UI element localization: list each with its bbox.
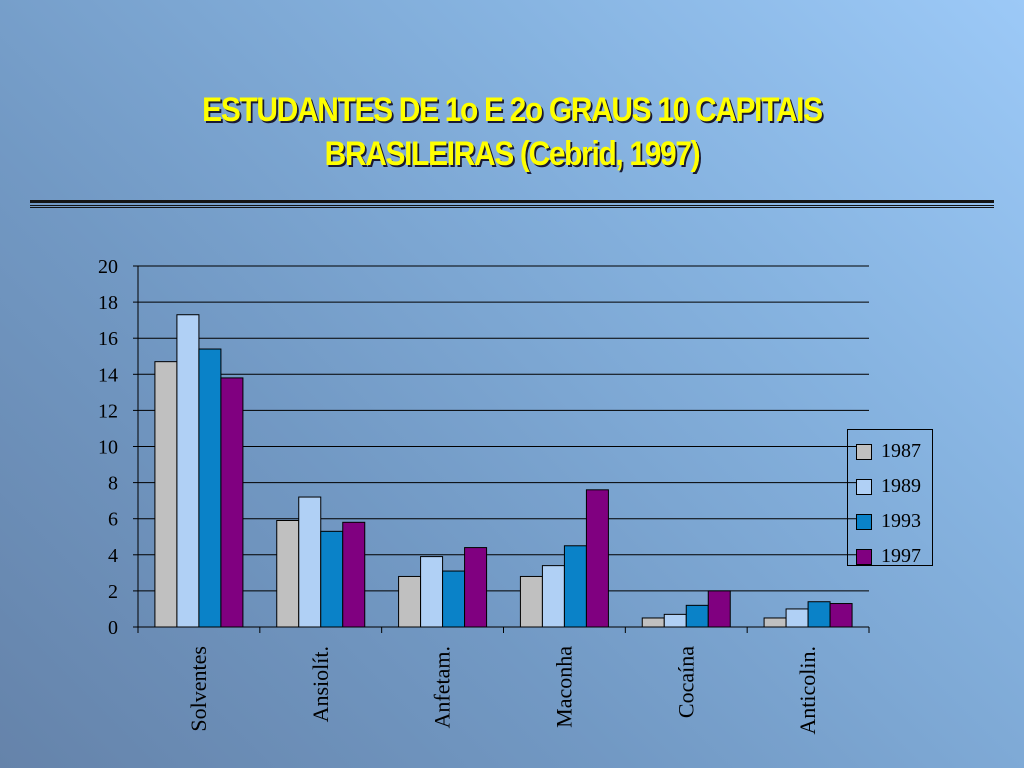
x-category-label: Cocaína	[673, 646, 698, 718]
bar-1987	[154, 361, 178, 628]
legend-item: 1993	[856, 504, 932, 539]
bar-1989	[541, 565, 565, 628]
y-tick-label: 2	[108, 581, 118, 603]
bar-1997	[220, 377, 244, 628]
bar-1997	[829, 603, 853, 628]
bar-1993	[320, 530, 344, 628]
bar-1989	[176, 314, 200, 628]
y-tick-label: 14	[98, 364, 118, 386]
bar-1987	[519, 575, 543, 628]
bar-1987	[398, 575, 422, 628]
legend-item: 1987	[856, 434, 932, 469]
bar-1987	[641, 617, 665, 628]
bar-1989	[420, 556, 444, 628]
y-tick-label: 8	[108, 473, 118, 495]
x-category-label: Ansiolít.	[308, 646, 333, 722]
y-tick-label: 6	[108, 509, 118, 531]
bar-1987	[763, 617, 787, 628]
bar-1993	[563, 545, 587, 628]
legend-swatch	[856, 548, 872, 565]
legend-swatch	[856, 513, 872, 530]
legend-label: 1989	[881, 475, 921, 497]
bar-1987	[276, 520, 300, 628]
legend-swatch	[856, 478, 872, 495]
bar-1993	[198, 348, 222, 628]
y-tick-label: 18	[98, 292, 118, 314]
y-tick-label: 16	[98, 328, 118, 350]
bar-1993	[442, 570, 466, 628]
title-line-1: ESTUDANTES DE 1o E 2o GRAUS 10 CAPITAIS	[202, 91, 823, 129]
bar-1997	[342, 521, 366, 628]
x-category-label: Anticolin.	[795, 646, 820, 735]
y-tick-label: 0	[108, 617, 118, 639]
bar-1997	[707, 590, 731, 628]
y-tick-label: 4	[108, 545, 118, 567]
bar-1993	[685, 604, 709, 628]
title-divider	[30, 200, 994, 209]
y-tick-label: 20	[98, 256, 118, 278]
bar-1989	[785, 608, 809, 628]
legend-label: 1993	[881, 510, 921, 532]
legend-label: 1997	[881, 545, 921, 567]
x-category-label: Anfetam.	[430, 646, 455, 728]
slide-title: ESTUDANTES DE 1o E 2o GRAUS 10 CAPITAIS …	[61, 88, 962, 176]
bar-1989	[298, 496, 322, 628]
x-category-label: Solventes	[186, 646, 211, 732]
legend-item: 1989	[856, 469, 932, 504]
legend-item: 1997	[856, 539, 932, 574]
bar-1997	[464, 547, 488, 628]
bar-1997	[585, 489, 609, 628]
legend-swatch	[856, 443, 872, 460]
title-line-2: BRASILEIRAS (Cebrid, 1997)	[324, 135, 701, 173]
y-tick-label: 12	[98, 400, 118, 422]
chart-legend: 1987 1989 1993 1997	[847, 429, 933, 567]
bar-1989	[663, 613, 687, 628]
y-tick-label: 10	[98, 437, 118, 459]
legend-label: 1987	[881, 440, 921, 462]
x-category-label: Maconha	[551, 646, 576, 728]
bar-1993	[807, 601, 831, 628]
